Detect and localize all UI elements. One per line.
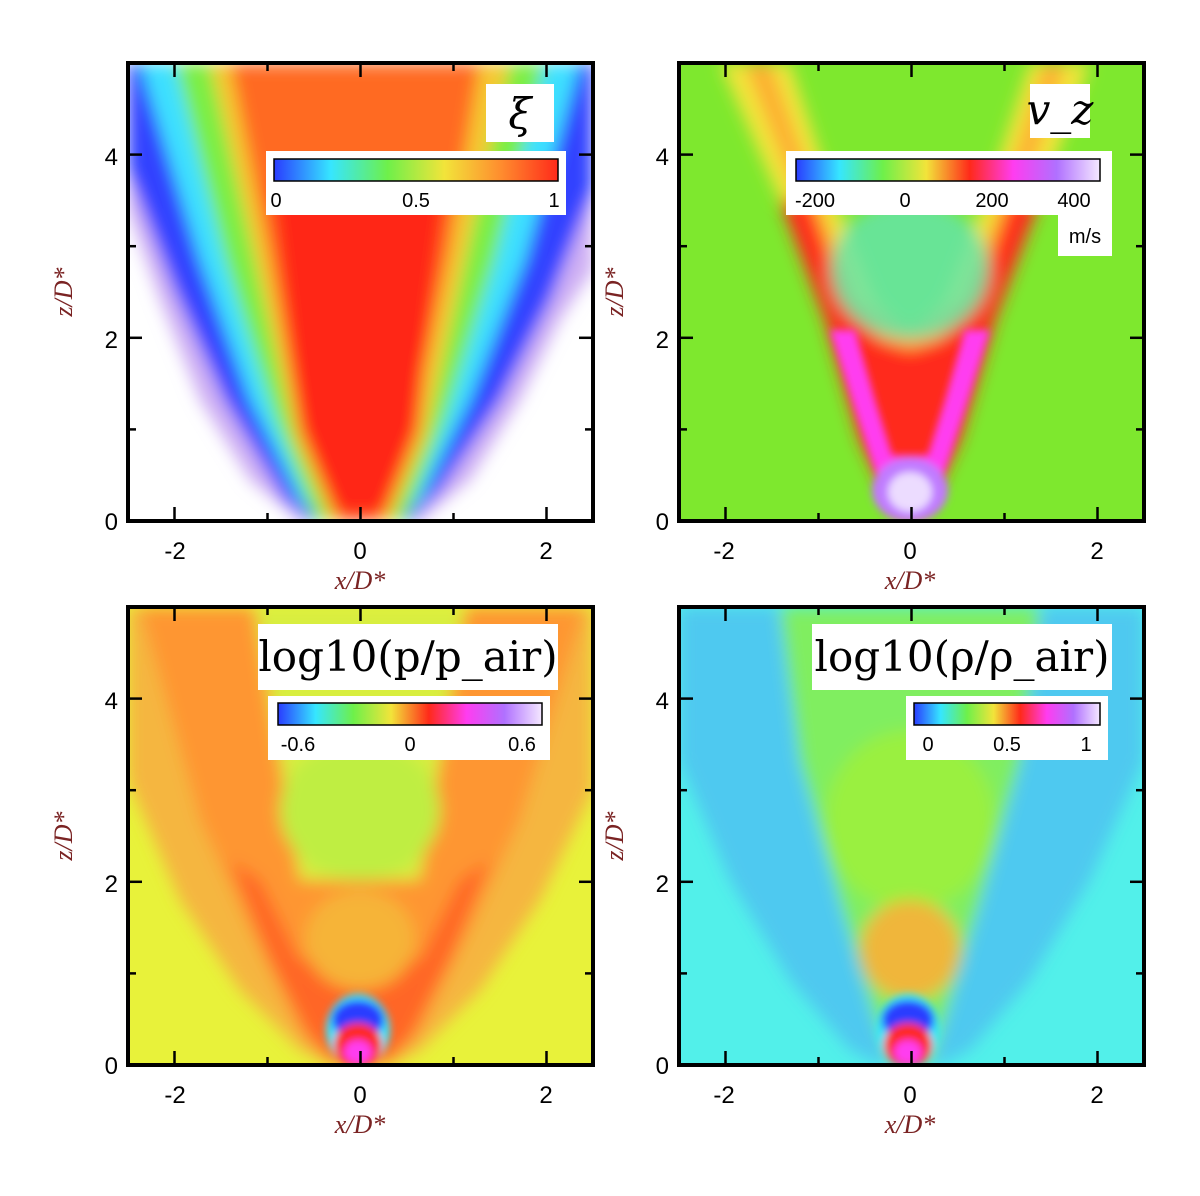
colorbar-tick-label: 1	[548, 190, 559, 212]
colorbar-tick-label: -0.6	[281, 734, 315, 756]
panel-mixture-fraction: 0 0.5 1 ξ -2 0 2 0 2 4 x/D* z/D*	[49, 61, 595, 595]
colorbar	[913, 702, 1101, 726]
colorbar-tick-label: 0.5	[993, 734, 1021, 756]
tick-marks	[679, 61, 1144, 523]
tick-marks	[679, 605, 1144, 1067]
y-tick-label: 4	[656, 688, 669, 715]
x-tick-label: 0	[903, 538, 916, 565]
y-axis-label: z/D*	[49, 811, 78, 861]
x-tick-label: 2	[539, 538, 552, 565]
panel-title-box	[1030, 84, 1090, 138]
x-axis-label: x/D*	[884, 566, 936, 595]
y-tick-label: 2	[656, 327, 669, 354]
colorbar	[277, 702, 543, 726]
x-axis-label: x/D*	[884, 1110, 936, 1139]
x-tick-label: 2	[1090, 538, 1103, 565]
x-tick-label: 2	[1090, 1082, 1103, 1109]
colorbar-unit-box	[1058, 214, 1112, 256]
y-tick-label: 4	[656, 144, 669, 171]
x-tick-label: -2	[164, 538, 185, 565]
x-tick-label: -2	[713, 1082, 734, 1109]
x-tick-label: 0	[903, 1082, 916, 1109]
panel-axial-velocity: -200 0 200 400 m/s v_z -2 0 2 0 2 4 x/D*…	[600, 61, 1146, 595]
x-axis-label: x/D*	[334, 1110, 386, 1139]
panel-title: ξ	[508, 89, 533, 138]
y-tick-label: 2	[105, 327, 118, 354]
x-tick-label: -2	[713, 538, 734, 565]
x-tick-label: 2	[539, 1082, 552, 1109]
y-tick-label: 2	[656, 871, 669, 898]
colorbar	[273, 158, 559, 182]
colorbar-tick-label: 0	[922, 734, 933, 756]
colorbar-tick-label: 1	[1080, 734, 1091, 756]
colorbar-tick-label: 0.5	[402, 190, 430, 212]
y-tick-label: 0	[656, 1053, 669, 1080]
colorbar-tick-label: 400	[1057, 190, 1090, 212]
x-tick-label: 0	[353, 538, 366, 565]
colorbar-tick-label: -200	[795, 190, 835, 212]
colorbar-tick-label: 200	[975, 190, 1008, 212]
panel-title: v_z	[1027, 85, 1095, 134]
x-tick-label: -2	[164, 1082, 185, 1109]
panel-title: log10(ρ/ρ_air)	[815, 632, 1110, 681]
panel-pressure: -0.6 0 0.6 log10(p/p_air) -2 0 2 0 2 4 x…	[49, 605, 595, 1139]
panel-title-box	[812, 624, 1112, 690]
panel-title-box	[258, 624, 558, 690]
colorbar	[795, 158, 1101, 182]
tick-marks	[128, 605, 593, 1067]
x-tick-label: 0	[353, 1082, 366, 1109]
panel-density: 0 0.5 1 log10(ρ/ρ_air) -2 0 2 0 2 4 x/D*…	[600, 605, 1146, 1139]
panel-title: log10(p/p_air)	[258, 632, 557, 681]
y-tick-label: 0	[105, 1053, 118, 1080]
y-axis-label: z/D*	[600, 267, 629, 317]
y-tick-label: 4	[105, 144, 118, 171]
colorbar-tick-label: 0.6	[508, 734, 536, 756]
y-axis-label: z/D*	[600, 811, 629, 861]
y-tick-label: 0	[105, 509, 118, 536]
colorbar-unit: m/s	[1069, 226, 1101, 248]
panel-title-box	[486, 84, 554, 142]
colorbar-tick-label: 0	[899, 190, 910, 212]
y-tick-label: 2	[105, 871, 118, 898]
y-tick-label: 4	[105, 688, 118, 715]
y-tick-label: 0	[656, 509, 669, 536]
tick-marks	[128, 61, 593, 523]
colorbar-tick-label: 0	[404, 734, 415, 756]
x-axis-label: x/D*	[334, 566, 386, 595]
y-axis-label: z/D*	[49, 267, 78, 317]
colorbar-tick-label: 0	[270, 190, 281, 212]
